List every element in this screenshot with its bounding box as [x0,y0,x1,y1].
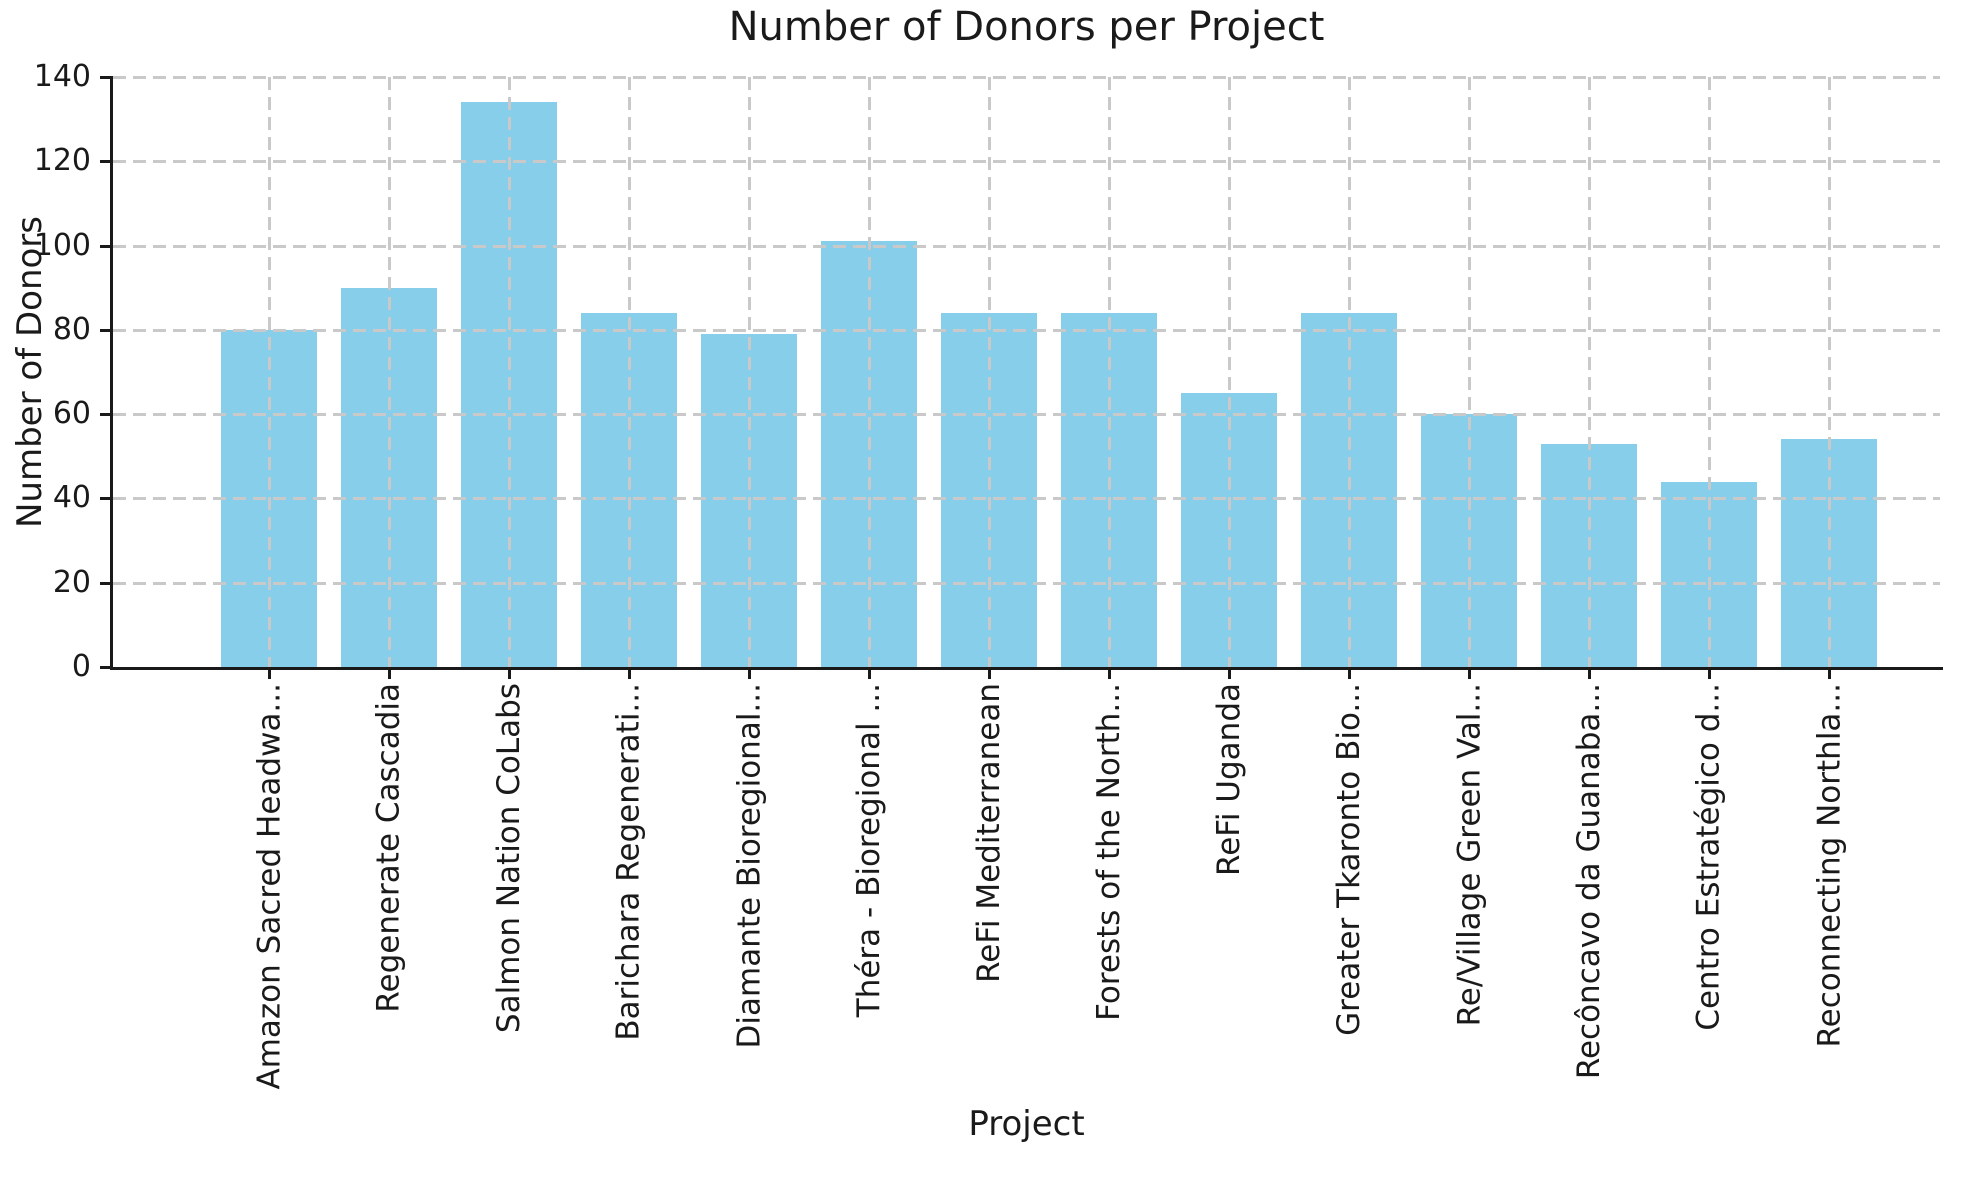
x-tick-mark [748,669,751,679]
bar [1061,313,1157,667]
y-tick-mark [100,160,110,163]
y-tick-label: 120 [33,143,91,178]
x-tick-label-text: Amazon Sacred Headwa... [251,683,287,1090]
y-gridline [113,160,1940,163]
x-tick-mark [988,669,991,679]
y-tick-label: 40 [52,480,91,515]
bar [1421,414,1517,667]
bar [221,330,317,667]
x-tick-mark [1708,669,1711,679]
y-tick-mark [100,497,110,500]
y-tick-mark [100,582,110,585]
y-tick-label: 20 [52,565,91,600]
y-tick-mark [100,245,110,248]
x-tick-label-text: Reconnecting Northla... [1811,683,1847,1048]
x-tick-mark [1228,669,1231,679]
x-tick-label-text: ReFi Mediterranean [971,683,1007,983]
x-tick-mark [1828,669,1831,679]
bar [461,102,557,667]
x-tick-label-text: Re/Village Green Val... [1451,683,1487,1027]
x-tick-label-text: Forests of the North... [1091,683,1127,1021]
x-tick-label-text: Greater Tkaronto Bio... [1331,683,1367,1036]
x-tick-mark [1588,669,1591,679]
bar [701,334,797,667]
bar [1181,393,1277,667]
y-tick-label: 140 [33,59,91,94]
x-axis-spine [110,667,1943,670]
x-tick-mark [1108,669,1111,679]
y-gridline [113,245,1940,248]
bar [941,313,1037,667]
bar [821,241,917,667]
y-tick-label: 100 [33,228,91,263]
x-tick-label-text: ReFi Uganda [1211,683,1247,876]
x-tick-mark [388,669,391,679]
bar [1661,482,1757,667]
x-tick-mark [268,669,271,679]
x-tick-mark [628,669,631,679]
y-tick-mark [100,76,110,79]
y-tick-mark [100,413,110,416]
bar [1301,313,1397,667]
x-tick-mark [1468,669,1471,679]
y-tick-label: 0 [71,649,91,684]
y-axis-spine [110,76,113,670]
x-tick-label-text: Regenerate Cascadia [371,683,407,1013]
x-tick-label-text: Salmon Nation CoLabs [491,683,527,1034]
y-tick-mark [100,666,110,669]
y-gridline [113,76,1940,79]
bar [1541,444,1637,667]
bar [341,288,437,667]
x-tick-label-text: Diamante Bioregional... [731,683,767,1049]
x-tick-label-text: Recôncavo da Guanaba... [1571,683,1607,1080]
x-tick-label-text: Centro Estratégico d... [1691,683,1727,1031]
y-tick-label: 80 [52,312,91,347]
bar [1781,439,1877,667]
x-tick-label-text: Théra - Bioregional ... [851,683,887,1018]
x-axis-label: Project [968,1104,1085,1144]
x-tick-mark [868,669,871,679]
bar [581,313,677,667]
x-tick-label-text: Barichara Regenerati... [611,683,647,1041]
chart-title: Number of Donors per Project [728,4,1325,50]
y-tick-label: 60 [52,396,91,431]
x-tick-mark [508,669,511,679]
y-tick-mark [100,329,110,332]
x-tick-mark [1348,669,1351,679]
